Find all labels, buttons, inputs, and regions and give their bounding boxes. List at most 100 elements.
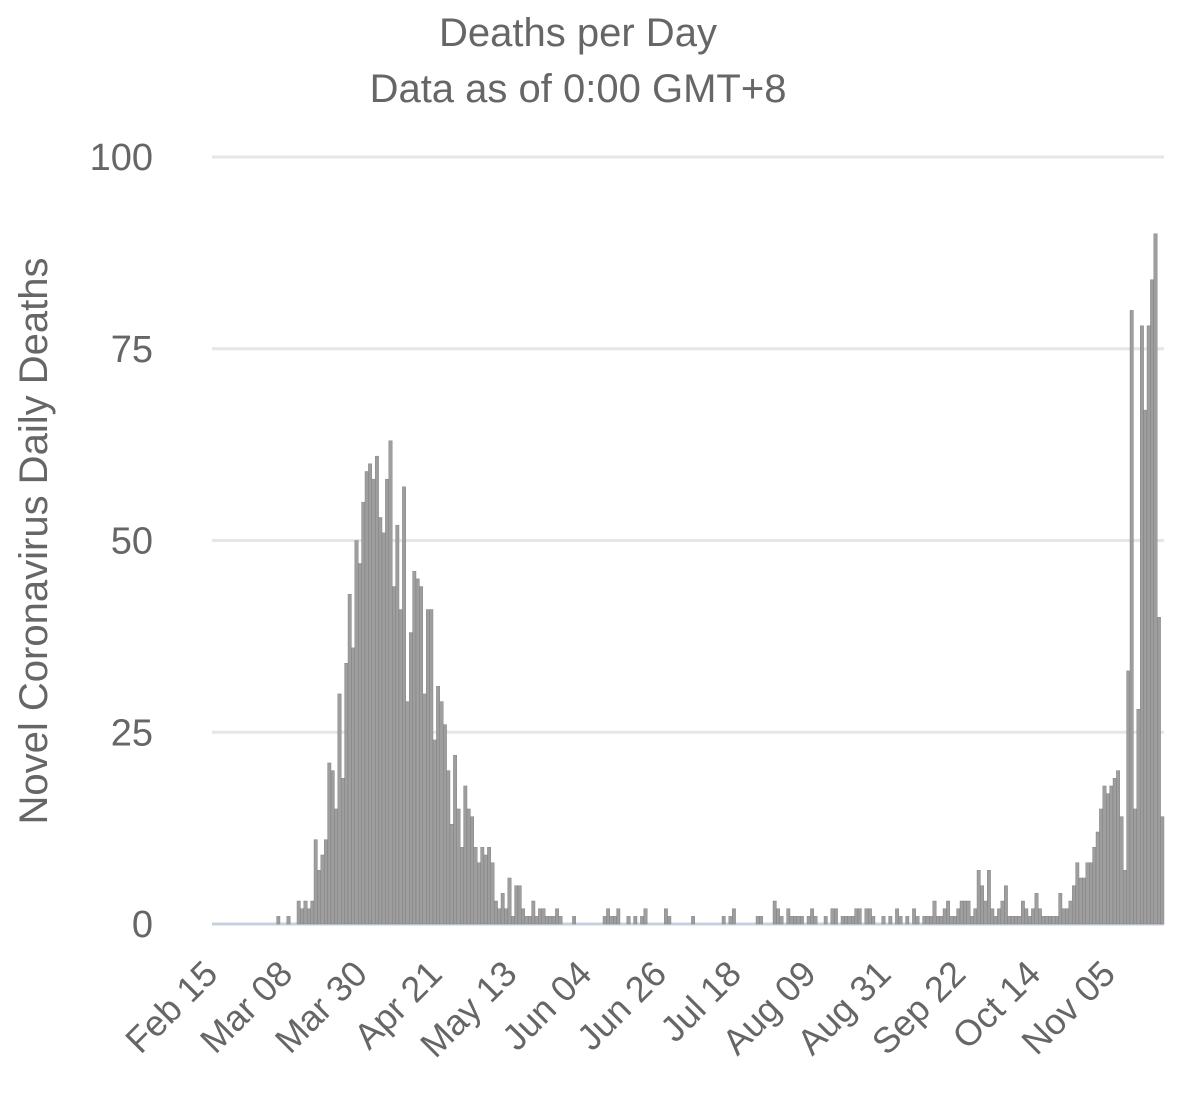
bar (1109, 785, 1114, 925)
bar (993, 916, 998, 925)
bar (888, 916, 893, 925)
bar (1146, 325, 1151, 925)
bar (1139, 325, 1144, 925)
bar (500, 893, 505, 925)
bar (385, 478, 389, 925)
bar (381, 532, 386, 925)
bar (470, 816, 474, 925)
bar (1054, 916, 1059, 925)
bar (1153, 233, 1158, 925)
bar (426, 609, 430, 925)
bar (847, 916, 852, 925)
bar (422, 693, 427, 925)
y-tick-label: 25 (111, 712, 153, 754)
bar (915, 916, 920, 925)
bar (983, 900, 988, 925)
bar (606, 908, 611, 925)
bar (1061, 908, 1066, 925)
bar (463, 785, 468, 925)
bar (429, 609, 434, 925)
bar (1116, 770, 1121, 925)
bar (361, 501, 366, 925)
bar (402, 486, 406, 925)
bar (864, 908, 869, 925)
bar (905, 916, 910, 925)
bar (626, 916, 631, 925)
bar (1095, 831, 1100, 925)
bar (1075, 862, 1080, 925)
bar (932, 900, 937, 925)
bar (946, 900, 951, 925)
bar (721, 916, 726, 925)
bar (1068, 900, 1073, 925)
bar (320, 854, 325, 925)
bar (779, 916, 784, 925)
bar (1017, 916, 1022, 925)
bar (997, 908, 1002, 925)
y-tick-label: 0 (132, 904, 153, 946)
y-axis-label: Novel Coronavirus Daily Deaths (12, 258, 56, 825)
y-tick-label: 50 (111, 521, 153, 563)
bar (337, 693, 342, 925)
bar (966, 900, 971, 925)
bar (330, 770, 335, 925)
bar (548, 916, 553, 925)
bar (1136, 709, 1141, 925)
bar (432, 739, 437, 925)
bar (810, 908, 815, 925)
bar (613, 916, 617, 925)
bar (371, 478, 376, 925)
bar (871, 916, 876, 925)
bar (347, 593, 352, 925)
bar (558, 916, 563, 925)
bar (487, 847, 491, 925)
bar (1004, 885, 1008, 925)
bar (1105, 793, 1110, 925)
bar (1031, 908, 1036, 925)
bar (732, 908, 736, 925)
bar (806, 916, 811, 925)
bar (1082, 877, 1087, 925)
bar (351, 647, 355, 925)
bar (480, 847, 485, 925)
bar (823, 916, 828, 925)
bar (436, 686, 440, 925)
bar (793, 916, 798, 925)
bar (1071, 885, 1076, 925)
bar (936, 916, 940, 925)
y-tick-label: 100 (90, 137, 153, 179)
bar (898, 916, 903, 925)
bar (300, 908, 304, 925)
bar (1007, 916, 1012, 925)
bar (1027, 916, 1032, 925)
bar (449, 824, 454, 925)
bar (959, 900, 964, 925)
bar (409, 632, 413, 925)
bar (970, 916, 974, 925)
bar (1133, 808, 1138, 925)
bar (1014, 916, 1019, 925)
bar (980, 885, 985, 925)
bar (307, 908, 311, 925)
y-tick-label: 75 (111, 329, 153, 371)
bar (1099, 808, 1104, 925)
bar (460, 847, 464, 925)
bar (1122, 870, 1127, 925)
bar (895, 908, 900, 925)
bar (392, 586, 396, 925)
bar (378, 517, 383, 925)
bar (844, 916, 849, 925)
bar (759, 916, 764, 925)
bar (990, 908, 995, 925)
bar (987, 870, 991, 925)
bar (439, 701, 444, 925)
bar (1112, 778, 1117, 925)
bar (528, 916, 532, 925)
bar (1078, 877, 1083, 925)
bar (1021, 900, 1025, 925)
bar (296, 900, 301, 925)
bar (616, 908, 621, 925)
bar (664, 908, 668, 925)
